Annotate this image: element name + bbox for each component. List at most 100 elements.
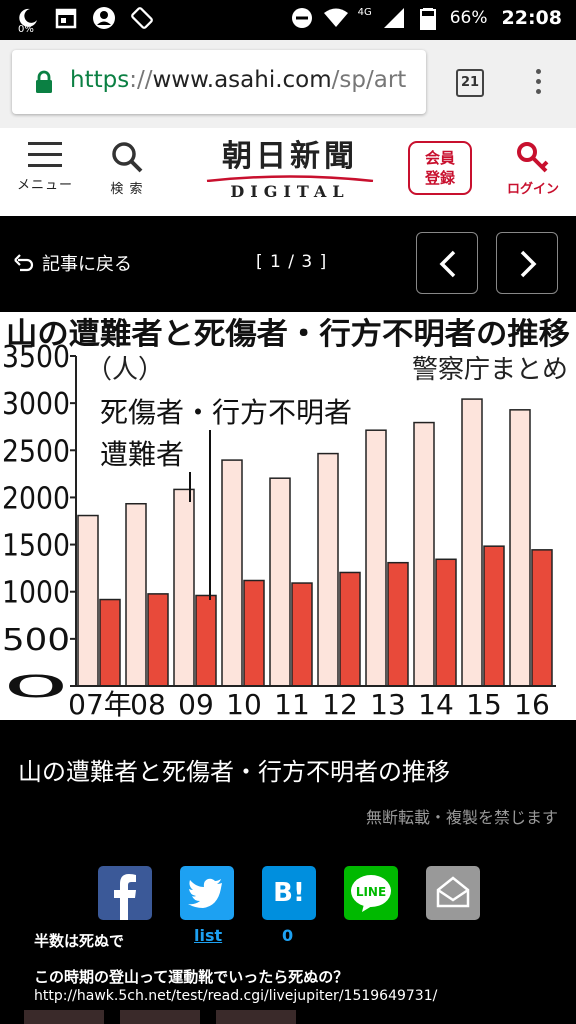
overlay-question: この時期の登山って運動靴でいったら死ぬの？ (34, 968, 349, 986)
chart-ylabel: （人） (86, 355, 164, 385)
wifi-icon (323, 8, 348, 27)
screen-rotation-icon (131, 7, 153, 29)
bar-series-1 (413, 421, 435, 687)
y-tick-label: 3000 (2, 387, 70, 422)
x-tick-label: 13 (370, 688, 406, 720)
bar-series-1 (317, 452, 339, 687)
prev-image-button[interactable] (416, 232, 478, 294)
menu-label: メニュー (16, 178, 73, 193)
x-tick-label: 15 (466, 688, 502, 720)
register-line2: 登録 (424, 169, 455, 187)
chart-image: 山の遭難者と死傷者・行方不明者の推移 警察庁まとめ （人） 0 500 1000 15… (0, 312, 576, 720)
thumbnail[interactable] (216, 1010, 296, 1024)
calendar-icon (55, 8, 77, 29)
network-type: 4G (357, 6, 372, 18)
bar-series-2 (99, 598, 121, 687)
bar-series-2 (147, 593, 169, 687)
x-tick-label: 11 (274, 688, 310, 720)
browser-toolbar: https://www.asahi.com/sp/art 21 (0, 40, 576, 128)
bar-series-1 (173, 488, 195, 687)
x-tick-label: 07年 (68, 688, 132, 720)
back-label: 記事に戻る (42, 254, 132, 275)
hamburger-icon (28, 142, 62, 168)
search-button[interactable]: 検 索 (100, 140, 154, 206)
bar-series-1 (365, 429, 387, 687)
share-mail-button[interactable] (426, 866, 480, 920)
x-tick-label: 16 (514, 688, 550, 720)
thumbnail[interactable] (24, 1010, 104, 1024)
x-tick-label: 14 (418, 688, 454, 720)
legend-series-1: 遭難者 (100, 438, 184, 471)
menu-button[interactable]: メニュー (12, 140, 78, 206)
back-to-article-link[interactable]: 記事に戻る (14, 250, 132, 276)
bar-series-2 (387, 561, 409, 687)
clock: 22:08 (501, 7, 562, 29)
y-tick-label: 0 (2, 670, 70, 705)
y-tick-label: 1000 (2, 576, 70, 611)
bar-series-2 (483, 545, 505, 687)
lock-icon (36, 70, 52, 93)
account-icon (93, 7, 115, 29)
chart-source: 警察庁まとめ (412, 355, 568, 385)
chevron-right-icon (520, 250, 537, 278)
battery-small-text: 0% (18, 24, 34, 35)
logo-swoosh (206, 175, 374, 182)
bar-series-1 (269, 477, 291, 687)
share-line-button[interactable]: LINE (344, 866, 398, 920)
share-twitter-button[interactable] (180, 866, 234, 920)
logo-en-text: DIGITAL (230, 182, 350, 201)
status-bar: 0% 4G 66% 22:08 (0, 0, 576, 40)
y-tick-label: 2000 (2, 481, 70, 516)
y-tick-label: 3500 (2, 340, 70, 375)
battery-percent: 66% (449, 8, 488, 28)
thumbnail-strip (24, 1010, 576, 1024)
logo-jp-text: 朝日新聞 (222, 139, 358, 174)
next-image-button[interactable] (496, 232, 558, 294)
chevron-left-icon (439, 250, 456, 278)
thumbnail[interactable] (120, 1010, 200, 1024)
bar-series-2 (243, 579, 265, 687)
url-text: https://www.asahi.com/sp/art (70, 67, 407, 93)
overlay-list-link[interactable]: list (194, 926, 223, 945)
chart-title: 山の遭難者と死傷者・行方不明者の推移 (6, 317, 570, 352)
site-header: メニュー 検 索 朝日新聞 DIGITAL 会員 登録 ログイン (0, 128, 576, 216)
share-hatena-button[interactable]: B! (262, 866, 316, 920)
x-tick-label: 12 (322, 688, 358, 720)
login-button[interactable]: ログイン (498, 140, 568, 206)
do-not-disturb-icon (291, 8, 312, 28)
overlay-comment: 半数は死ぬで (34, 932, 125, 950)
battery-icon (419, 8, 436, 30)
twitter-icon (188, 878, 222, 908)
y-tick-label: 500 (2, 623, 70, 658)
tab-switcher-button[interactable]: 21 (456, 69, 484, 97)
overlay-url[interactable]: http://hawk.5ch.net/test/read.cgi/liveju… (34, 988, 438, 1004)
login-label: ログイン (506, 182, 559, 197)
share-facebook-button[interactable] (98, 866, 152, 920)
asahi-logo[interactable]: 朝日新聞 DIGITAL (200, 140, 380, 210)
undo-arrow-icon (14, 254, 34, 272)
x-tick-label: 10 (226, 688, 262, 720)
bar-series-1 (125, 502, 147, 687)
share-bar: B! LINE (98, 866, 498, 922)
browser-menu-button[interactable] (528, 66, 548, 102)
mail-icon (436, 876, 470, 908)
bar-series-1 (461, 398, 483, 687)
bar-series-2 (435, 558, 457, 687)
bar-series-1 (221, 459, 243, 687)
bar-series-2 (195, 594, 217, 687)
search-icon (112, 142, 143, 173)
y-tick-label: 1500 (2, 529, 70, 564)
y-tick-label: 2500 (2, 434, 70, 469)
register-line1: 会員 (424, 149, 455, 167)
key-icon (517, 142, 549, 173)
moon-icon (19, 8, 37, 27)
facebook-icon (114, 874, 136, 920)
x-tick-label: 09 (178, 688, 214, 720)
url-bar[interactable]: https://www.asahi.com/sp/art (12, 50, 426, 114)
copyright-notice: 無断転載・複製を禁じます (365, 808, 558, 827)
cell-signal-icon (383, 8, 404, 28)
register-button[interactable]: 会員 登録 (408, 141, 472, 195)
bar-series-2 (291, 582, 313, 687)
bar-series-2 (531, 549, 553, 687)
